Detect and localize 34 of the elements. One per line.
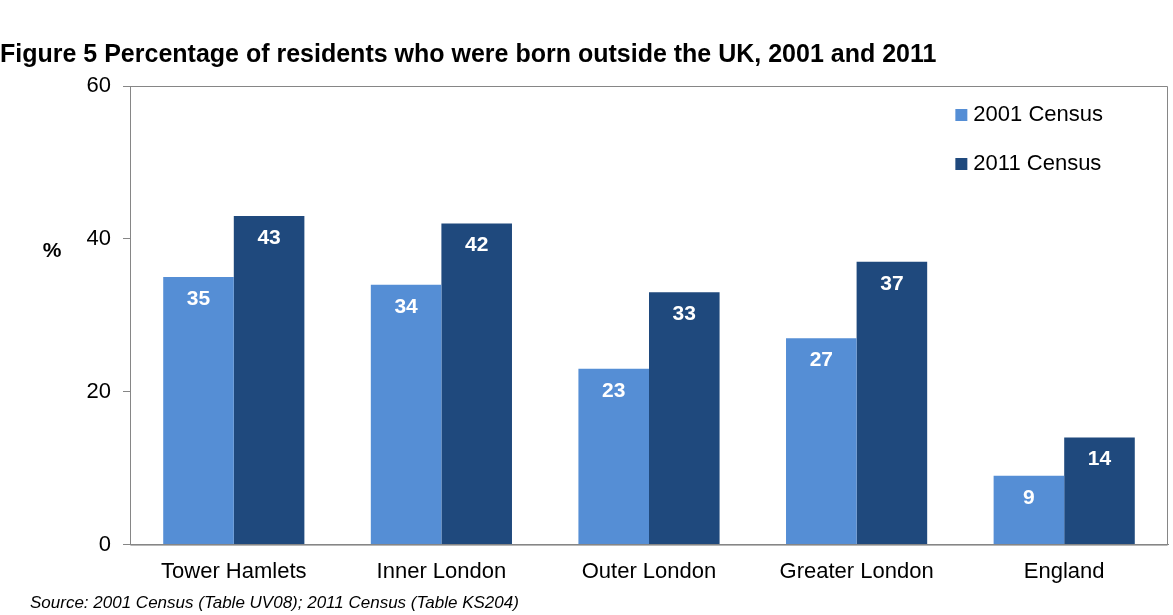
bar <box>233 215 305 545</box>
data-label: 34 <box>394 293 419 317</box>
data-label: 37 <box>880 270 904 294</box>
bar <box>649 292 720 545</box>
x-tick-label: Greater London <box>779 557 934 583</box>
bar <box>856 261 928 545</box>
bar <box>441 223 512 545</box>
data-label: 27 <box>809 347 833 371</box>
bar <box>370 284 442 545</box>
y-tick-label: 40 <box>86 224 111 250</box>
data-label: 35 <box>186 285 211 309</box>
y-tick-label: 0 <box>98 530 111 556</box>
data-label: 9 <box>1023 484 1035 508</box>
x-tick-label: England <box>1023 557 1105 583</box>
y-axis-title: % <box>42 237 62 261</box>
bar <box>1064 437 1135 545</box>
data-label: 33 <box>672 301 696 325</box>
chart-title: Figure 5 Percentage of residents who were born outside the UK, 2001 and 2011 <box>0 38 937 67</box>
data-label: 23 <box>602 377 626 401</box>
source-note: Source: 2001 Census (Table UV08); 2011 Census (Table KS204) <box>30 592 519 612</box>
x-tick-label: Tower Hamlets <box>161 557 307 583</box>
bar <box>163 277 234 545</box>
y-tick-label: 60 <box>86 72 111 98</box>
bar <box>993 475 1065 545</box>
bar <box>786 338 857 545</box>
y-tick-label: 20 <box>86 377 111 403</box>
data-label: 43 <box>257 224 281 248</box>
legend-label: 2011 Census <box>973 150 1102 176</box>
bar <box>578 368 649 545</box>
data-label: 14 <box>1087 446 1112 470</box>
legend-label: 2001 Census <box>973 101 1104 127</box>
x-tick-label: Inner London <box>376 557 507 583</box>
data-label: 42 <box>465 232 489 256</box>
x-tick-label: Outer London <box>581 557 717 583</box>
